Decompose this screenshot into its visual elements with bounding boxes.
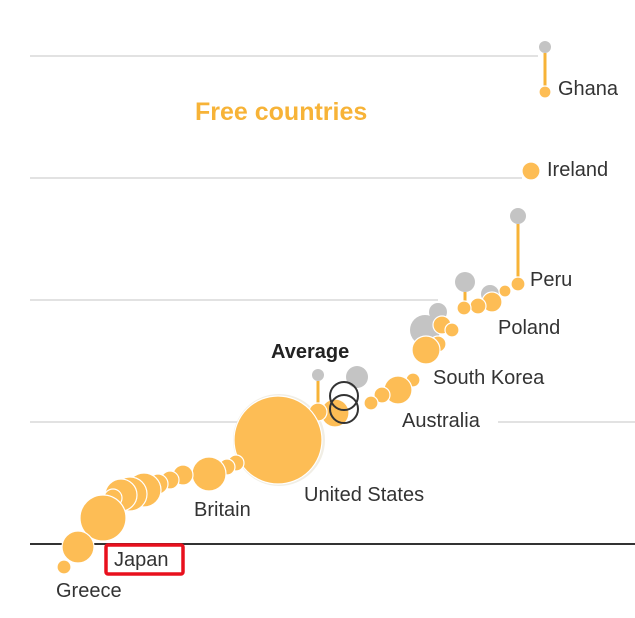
bubble-japan — [79, 494, 127, 542]
bubble-south-korea — [411, 335, 441, 365]
grey-bubble-peru — [510, 208, 526, 224]
label-japan: Japan — [114, 549, 169, 571]
bubble-united-states — [233, 395, 323, 485]
bubble-britain — [191, 456, 227, 492]
label-ghana: Ghana — [558, 78, 619, 100]
grey-bubble-ghana — [539, 41, 551, 53]
bubble-peru — [510, 276, 526, 292]
label-ireland: Ireland — [547, 159, 608, 181]
label-greece: Greece — [56, 580, 122, 602]
highlight-box-japan — [104, 543, 185, 576]
orange-bubbles — [56, 85, 552, 575]
bubble-ireland — [521, 161, 541, 181]
grey-bubble — [455, 272, 475, 292]
bubble — [373, 386, 391, 404]
bubble — [444, 322, 460, 338]
label-poland: Poland — [498, 317, 560, 339]
bubble — [469, 297, 487, 315]
bubble — [61, 530, 95, 564]
label-united-states: United States — [304, 484, 424, 506]
label-peru: Peru — [530, 269, 572, 291]
grey-bubble — [312, 369, 324, 381]
average-rings — [329, 381, 359, 424]
bubble — [363, 395, 379, 411]
label-australia: Australia — [402, 410, 481, 432]
average-ring-grey — [329, 381, 359, 411]
bubble — [456, 300, 472, 316]
grey-bubble — [346, 366, 368, 388]
average-ring-orange — [329, 394, 359, 424]
label-average: Average — [271, 341, 349, 363]
bubble — [498, 284, 512, 298]
bubble-greece — [56, 559, 72, 575]
label-britain: Britain — [194, 499, 251, 521]
chart-title: Free countries — [195, 98, 367, 126]
label-south-korea: South Korea — [433, 367, 545, 389]
bubble-ghana — [538, 85, 552, 99]
